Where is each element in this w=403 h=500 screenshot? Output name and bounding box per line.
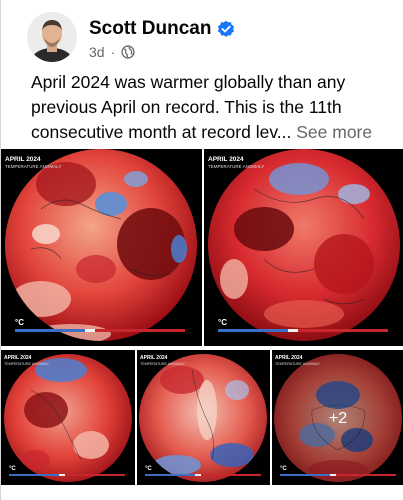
post-body: April 2024 was warmer globally than any … bbox=[31, 72, 346, 142]
meta-separator: · bbox=[110, 44, 116, 60]
post-text: April 2024 was warmer globally than any … bbox=[31, 70, 391, 145]
map-unit: °C bbox=[280, 466, 287, 472]
map-subtitle: TEMPERATURE ANOMALY bbox=[5, 164, 61, 169]
map-title: APRIL 2024 bbox=[208, 156, 244, 163]
map-subtitle: TEMPERATURE ANOMALY bbox=[275, 362, 321, 366]
globe-icon bbox=[121, 45, 135, 59]
photo-4[interactable]: APRIL 2024 TEMPERATURE ANOMALY °C bbox=[137, 350, 270, 485]
map-unit: °C bbox=[9, 466, 16, 472]
post-footer-spacer bbox=[1, 487, 403, 500]
map-title: APRIL 2024 bbox=[275, 355, 303, 361]
map-subtitle: TEMPERATURE ANOMALY bbox=[208, 164, 264, 169]
author-name[interactable]: Scott Duncan bbox=[89, 18, 212, 39]
map-subtitle: TEMPERATURE ANOMALY bbox=[4, 362, 50, 366]
map-title: APRIL 2024 bbox=[140, 355, 168, 361]
post-header: Scott Duncan 3d · bbox=[27, 12, 397, 64]
verified-badge-icon bbox=[218, 20, 235, 37]
avatar[interactable] bbox=[27, 12, 77, 62]
photo-2[interactable]: APRIL 2024 TEMPERATURE ANOMALY °C bbox=[204, 149, 403, 346]
map-subtitle: TEMPERATURE ANOMALY bbox=[140, 362, 186, 366]
see-more-link[interactable]: See more bbox=[296, 122, 373, 142]
post-time[interactable]: 3d bbox=[89, 44, 105, 60]
map-unit: °C bbox=[15, 318, 24, 327]
map-title: APRIL 2024 bbox=[4, 355, 32, 361]
map-unit: °C bbox=[218, 318, 227, 327]
text-ellipsis: ... bbox=[276, 122, 292, 142]
map-unit: °C bbox=[145, 466, 152, 472]
more-photos-count[interactable]: +2 bbox=[329, 410, 347, 427]
map-title: APRIL 2024 bbox=[5, 156, 41, 163]
photo-3[interactable]: APRIL 2024 TEMPERATURE ANOMALY °C bbox=[1, 350, 135, 485]
photo-1[interactable]: APRIL 2024 TEMPERATURE ANOMALY °C bbox=[1, 149, 202, 346]
photo-5[interactable]: APRIL 2024 TEMPERATURE ANOMALY °C +2 bbox=[272, 350, 403, 485]
avatar-image bbox=[27, 12, 77, 62]
